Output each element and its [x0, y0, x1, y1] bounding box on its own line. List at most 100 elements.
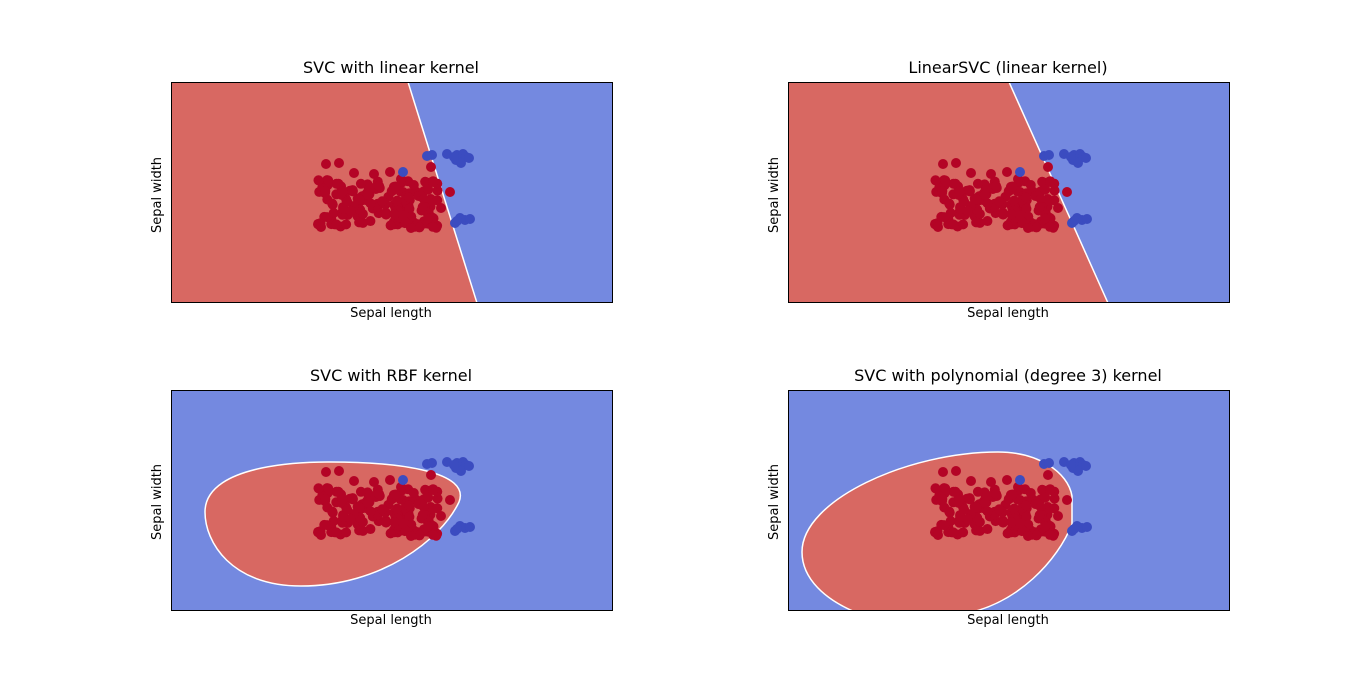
red-class-point	[964, 186, 975, 197]
red-class-point	[950, 486, 961, 497]
red-class-point	[1031, 222, 1042, 233]
blue-class-point	[464, 461, 474, 471]
red-class-point	[406, 223, 416, 233]
plot-frame	[171, 82, 613, 303]
red-class-point	[365, 216, 376, 227]
blue-class-point	[1066, 460, 1076, 470]
blue-class-point	[1044, 150, 1054, 160]
blue-class-point	[1015, 167, 1025, 177]
x-axis-label: Sepal length	[350, 306, 432, 321]
red-class-point	[1020, 192, 1031, 203]
red-class-point	[982, 506, 993, 517]
plot-area-svc-linear	[171, 82, 613, 303]
red-class-point	[1039, 521, 1050, 532]
red-class-point	[445, 187, 455, 197]
blue-class-point	[1015, 475, 1025, 485]
red-class-point	[1025, 487, 1036, 498]
plot-frame	[171, 390, 613, 611]
red-class-point	[964, 494, 975, 505]
red-class-point	[422, 213, 433, 224]
red-class-point	[1044, 529, 1055, 540]
red-class-point	[369, 477, 379, 487]
red-class-point	[436, 203, 446, 213]
red-class-point	[982, 524, 993, 535]
plot-area-linearsvc	[788, 82, 1230, 303]
red-class-point	[321, 467, 331, 477]
red-class-point	[320, 494, 331, 505]
red-class-point	[338, 511, 349, 522]
red-class-point	[408, 487, 419, 498]
red-class-point	[418, 194, 429, 205]
red-class-point	[436, 511, 446, 521]
blue-class-point	[456, 466, 466, 476]
red-class-point	[948, 527, 959, 538]
blue-class-point	[1073, 466, 1083, 476]
blue-class-point	[452, 524, 462, 534]
red-class-point	[1025, 179, 1036, 190]
red-class-point	[1031, 530, 1042, 541]
red-class-point	[385, 220, 396, 231]
red-class-point	[1034, 202, 1045, 213]
blue-class-point	[1066, 152, 1076, 162]
red-class-point	[354, 194, 365, 205]
red-class-point	[1053, 203, 1063, 213]
blue-class-point	[427, 458, 437, 468]
red-class-point	[414, 530, 425, 541]
red-class-point	[406, 531, 416, 541]
blue-class-point	[456, 158, 466, 168]
blue-class-point	[464, 153, 474, 163]
blue-class-point	[452, 216, 462, 226]
red-class-point	[1002, 475, 1012, 485]
red-class-point	[420, 484, 431, 495]
red-class-point	[986, 169, 996, 179]
red-class-point	[948, 219, 959, 230]
blue-class-point	[465, 214, 475, 224]
red-class-point	[972, 178, 983, 189]
red-class-point	[954, 494, 965, 505]
red-class-point	[939, 520, 950, 531]
red-class-point	[958, 527, 969, 538]
red-class-point	[390, 489, 401, 500]
red-class-point	[1040, 184, 1051, 195]
red-class-point	[377, 196, 388, 207]
red-class-point	[940, 175, 951, 186]
blue-class-point	[1069, 216, 1079, 226]
red-class-point	[1023, 531, 1033, 541]
red-class-point	[1037, 176, 1048, 187]
red-class-point	[355, 486, 366, 497]
chart-title: SVC with polynomial (degree 3) kernel	[854, 366, 1162, 385]
red-decision-region	[788, 82, 1108, 303]
red-class-point	[994, 504, 1005, 515]
red-class-point	[422, 521, 433, 532]
plot-frame	[788, 390, 1230, 611]
blue-class-point	[1081, 461, 1091, 471]
red-class-point	[991, 488, 1002, 499]
red-class-point	[385, 528, 396, 539]
red-class-point	[347, 186, 358, 197]
red-class-point	[962, 514, 973, 525]
chart-title: SVC with RBF kernel	[309, 366, 473, 385]
blue-class-point	[1082, 214, 1092, 224]
red-class-point	[998, 209, 1009, 220]
red-class-point	[331, 219, 342, 230]
red-class-point	[1044, 221, 1055, 232]
red-class-point	[334, 466, 344, 476]
red-class-point	[1002, 220, 1013, 231]
red-class-point	[426, 470, 436, 480]
red-class-point	[327, 198, 338, 209]
red-class-point	[930, 175, 941, 186]
red-class-point	[954, 186, 965, 197]
blue-class-point	[465, 522, 475, 532]
red-class-point	[938, 467, 948, 477]
chart-title: SVC with linear kernel	[303, 58, 479, 77]
blue-class-point	[1044, 458, 1054, 468]
red-class-point	[972, 486, 983, 497]
red-class-point	[971, 194, 982, 205]
red-class-point	[1035, 194, 1046, 205]
red-class-point	[1034, 510, 1045, 521]
red-class-point	[955, 511, 966, 522]
red-class-point	[362, 190, 373, 201]
chart-title: LinearSVC (linear kernel)	[908, 58, 1108, 77]
red-class-point	[1035, 502, 1046, 513]
red-class-point	[345, 514, 356, 525]
